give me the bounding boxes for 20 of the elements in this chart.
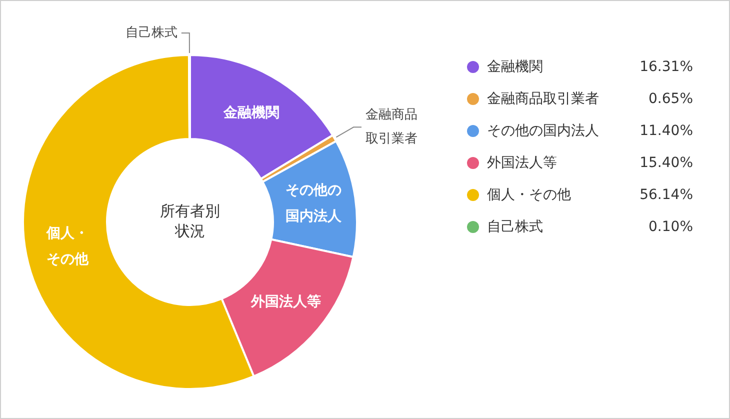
legend-label: 個人・その他 <box>487 186 571 203</box>
slice-label: 外国法人等 <box>250 294 322 310</box>
slice-label: 金融機関 <box>222 104 280 121</box>
legend-label: その他の国内法人 <box>487 122 599 139</box>
data-label: 56.14% <box>640 186 693 203</box>
legend-label: 金融機関 <box>487 58 543 75</box>
text: 金融商品取引業者 <box>365 108 418 147</box>
donut-slice <box>189 54 334 180</box>
text: その他の国内法人 <box>286 182 342 225</box>
legend-label: 自己株式 <box>487 218 543 235</box>
data-label: 11.40% <box>640 122 693 139</box>
data-label: 15.40% <box>640 154 693 171</box>
data-label: 16.31% <box>640 58 693 75</box>
legend-label: 外国法人等 <box>487 154 557 171</box>
text: 所有者別状況 <box>160 202 220 240</box>
slice-label: 自己株式 <box>125 26 178 41</box>
data-label: 0.10% <box>648 218 693 235</box>
data-label: 0.65% <box>648 90 693 107</box>
text: 個人・その他 <box>46 226 88 268</box>
legend-label: 金融商品取引業者 <box>487 90 599 107</box>
